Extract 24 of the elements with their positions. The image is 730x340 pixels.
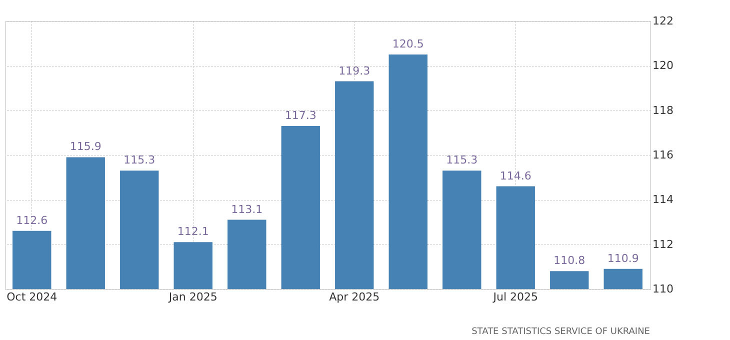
data-label: 110.8 xyxy=(554,254,586,268)
x-tick-label: Oct 2024 xyxy=(6,290,58,304)
data-label: 115.3 xyxy=(124,154,156,167)
text: STATE STATISTICS SERVICE OF UKRAINE xyxy=(472,327,650,337)
data-label: 117.3 xyxy=(284,108,316,122)
y-tick-label: 120 xyxy=(652,59,674,72)
data-label: 113.1 xyxy=(231,202,263,216)
data-label: 115.9 xyxy=(70,140,102,154)
data-label: 110.9 xyxy=(607,252,639,265)
data-label: 112.1 xyxy=(177,225,209,238)
x-tick-label: Jul 2025 xyxy=(492,290,538,304)
data-label: 119.3 xyxy=(338,64,370,78)
y-tick-label: 122 xyxy=(652,14,674,28)
y-tick-label: 118 xyxy=(652,104,674,117)
data-label: 120.5 xyxy=(392,38,424,50)
data-label: 114.6 xyxy=(500,169,532,182)
y-tick-label: 114 xyxy=(652,193,674,206)
data-label: 115.3 xyxy=(446,154,478,167)
x-tick-label: Apr 2025 xyxy=(329,290,380,304)
data-label: 112.6 xyxy=(16,214,48,227)
x-tick-label: Jan 2025 xyxy=(168,290,218,304)
y-tick-label: 116 xyxy=(652,148,674,162)
y-tick-label: 110 xyxy=(652,282,674,296)
y-tick-label: 112 xyxy=(652,238,674,251)
